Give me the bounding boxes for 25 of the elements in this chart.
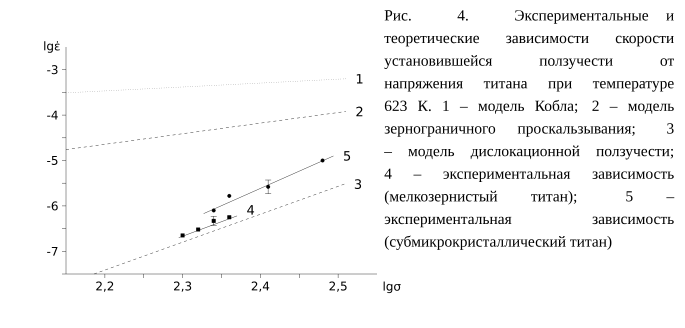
y-axis-title: lgε̇ bbox=[44, 41, 60, 53]
x-tick-label: 2,2 bbox=[96, 282, 114, 292]
point bbox=[196, 228, 200, 232]
series-label: 3 bbox=[354, 179, 362, 190]
series-label: 1 bbox=[356, 74, 362, 84]
point bbox=[320, 158, 325, 162]
series-label: 2 bbox=[356, 106, 362, 116]
point bbox=[212, 208, 216, 212]
point bbox=[227, 194, 232, 198]
y-tick-label: -6 bbox=[47, 201, 58, 210]
x-tick-label: 2,3 bbox=[174, 282, 192, 292]
y-tick-label: -3 bbox=[47, 65, 58, 74]
point bbox=[180, 233, 185, 238]
point bbox=[212, 218, 216, 223]
y-tick-label: -7 bbox=[47, 246, 58, 256]
x-axis-title: lgσ bbox=[384, 282, 401, 294]
series-label: 5 bbox=[344, 151, 350, 161]
series-label: 4 bbox=[247, 205, 254, 215]
x-tick-label: 2,5 bbox=[329, 282, 347, 292]
x-tick-label: 2,4 bbox=[252, 282, 270, 292]
point bbox=[227, 215, 232, 220]
y-tick-label: -4 bbox=[47, 110, 58, 120]
y-tick-label: -5 bbox=[47, 156, 58, 165]
text: Рис. 4. Экспериментальные и теоретические зависимости скорости установившейся ползучести от напряжения титана при температуре 623 К. 1 – модель Кобла; 2 – модель зернограничного проскальзывания; 3 – модель дислокационной ползучести; 4 – экспериментальная зависимость (мелкозернистый титан); 5 – экспериментальная зависимость (субмикрокристаллический титан) bbox=[384, 10, 674, 250]
point bbox=[266, 184, 270, 189]
